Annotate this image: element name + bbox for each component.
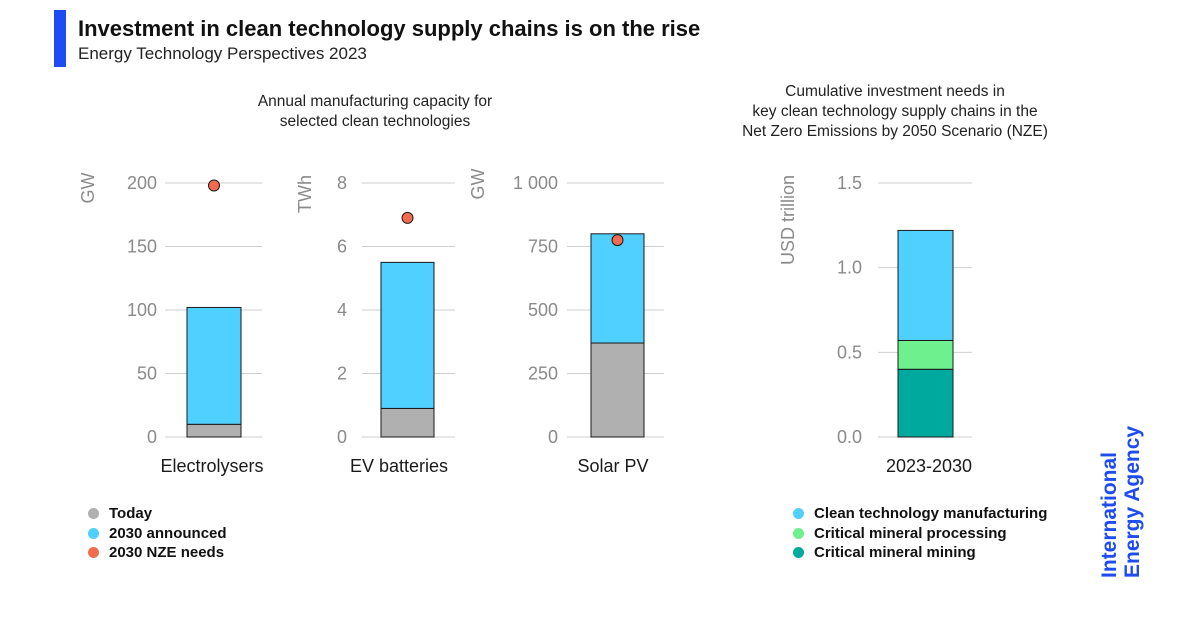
legend-item-today: Today (88, 504, 227, 524)
right-caption-line-1: Cumulative investment needs in (785, 83, 1005, 100)
y-tick-label-solar-pv-1: 250 (528, 364, 558, 384)
right-caption-line-2: key clean technology supply chains in th… (752, 103, 1038, 120)
y-tick-label-2023-2030-0: 0.0 (837, 427, 862, 447)
legend-swatch-critical-mineral-mining (793, 547, 804, 559)
legend-item-clean-tech-manufacturing: Clean technology manufacturing (793, 504, 1047, 524)
y-tick-label-ev-batteries-1: 2 (337, 364, 347, 384)
y-tick-label-electrolysers-2: 100 (127, 300, 157, 320)
y-tick-label-solar-pv-0: 0 (548, 427, 558, 447)
legend-right: Clean technology manufacturing Critical … (793, 504, 1047, 563)
y-tick-label-ev-batteries-3: 6 (337, 237, 347, 257)
category-label-ev-batteries: EV batteries (350, 456, 448, 476)
category-label-solar-pv: Solar PV (577, 456, 648, 476)
bar-electrolysers-2030-announced (186, 306, 242, 425)
y-tick-label-2023-2030-3: 1.5 (837, 173, 862, 193)
legend-item-critical-mineral-processing: Critical mineral processing (793, 524, 1047, 544)
y-tick-label-electrolysers-1: 50 (137, 364, 157, 384)
y-tick-label-ev-batteries-4: 8 (337, 173, 347, 193)
legend-label-critical-mineral-mining: Critical mineral mining (814, 544, 976, 562)
y-tick-label-solar-pv-4: 1 000 (513, 173, 558, 193)
legend-left: Today 2030 announced 2030 NZE needs (88, 504, 227, 563)
legend-swatch-critical-mineral-processing (793, 527, 804, 539)
left-caption-line-2: selected clean technologies (279, 113, 471, 130)
y-tick-label-2023-2030-2: 1.0 (837, 258, 862, 278)
left-caption-line-1: Annual manufacturing capacity for (257, 93, 493, 110)
accent-bar (54, 10, 66, 67)
category-label-electrolysers: Electrolysers (160, 456, 263, 476)
org-line-2: Energy Agency (1121, 425, 1144, 578)
legend-label-critical-mineral-processing: Critical mineral processing (814, 524, 1007, 542)
legend-swatch-2030-announced (88, 527, 99, 539)
legend-label-today: Today (109, 505, 153, 523)
iea-logo-text: International Energy Agency (1098, 426, 1144, 578)
category-label-2023-2030: 2023-2030 (886, 456, 972, 476)
marker-solar-pv-2030-nze-needs (611, 234, 624, 247)
legend-swatch-today (88, 508, 99, 520)
right-caption-line-3: Net Zero Emissions by 2050 Scenario (NZE… (742, 123, 1048, 140)
chart-title: Investment in clean technology supply ch… (78, 16, 701, 41)
legend-item-2030-announced: 2030 announced (88, 524, 227, 544)
legend-label-2030-announced: 2030 announced (109, 524, 227, 542)
marker-electrolysers-2030-nze-needs (208, 179, 220, 192)
y-tick-label-electrolysers-0: 0 (147, 427, 157, 447)
y-axis-label-electrolysers: GW (78, 172, 98, 203)
y-tick-label-solar-pv-3: 750 (528, 237, 558, 257)
bar-2023-2030-critical-mineral-mining (897, 368, 954, 438)
y-tick-label-solar-pv-2: 500 (528, 300, 558, 320)
y-tick-label-electrolysers-4: 200 (127, 173, 157, 193)
bar-solar-pv-2030-announced (590, 233, 645, 344)
chart-subtitle: Energy Technology Perspectives 2023 (78, 44, 367, 63)
org-line-1: International (1098, 451, 1121, 578)
left-group-caption: Annual manufacturing capacity for select… (200, 92, 550, 132)
bar-ev-batteries-2030-announced (380, 261, 435, 409)
legend-label-clean-tech-manufacturing: Clean technology manufacturing (814, 505, 1048, 523)
bar-2023-2030-critical-mineral-processing (897, 339, 954, 370)
legend-swatch-2030-nze-needs (88, 547, 99, 559)
bar-electrolysers-today (186, 423, 242, 438)
y-tick-label-ev-batteries-0: 0 (337, 427, 347, 447)
legend-item-2030-nze-needs: 2030 NZE needs (88, 543, 227, 563)
legend-swatch-clean-tech-manufacturing (793, 508, 804, 520)
y-axis-label-solar-pv: GW (468, 168, 488, 199)
bar-2023-2030-clean-technology-manufacturing (897, 229, 954, 341)
y-tick-label-2023-2030-1: 0.5 (837, 342, 862, 362)
y-tick-label-ev-batteries-2: 4 (337, 300, 347, 320)
y-axis-label-2023-2030: USD trillion (778, 175, 798, 265)
legend-label-2030-nze-needs: 2030 NZE needs (109, 544, 225, 562)
bar-solar-pv-today (590, 342, 645, 438)
marker-ev-batteries-2030-nze-needs (401, 211, 414, 224)
y-axis-label-ev-batteries: TWh (295, 175, 315, 213)
bar-ev-batteries-today (380, 407, 435, 438)
legend-item-critical-mineral-mining: Critical mineral mining (793, 543, 1047, 563)
y-tick-label-electrolysers-3: 150 (127, 237, 157, 257)
right-group-caption: Cumulative investment needs in key clean… (700, 82, 1090, 142)
